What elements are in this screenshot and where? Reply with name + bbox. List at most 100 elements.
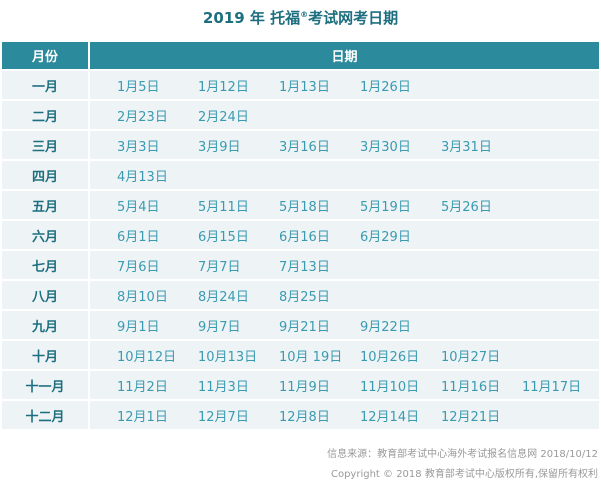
table-row: 五月 5月4日 5月11日 5月18日 5月19日 5月26日 bbox=[2, 191, 599, 219]
month-cell: 九月 bbox=[2, 311, 90, 339]
dates-cell: 3月3日 3月9日 3月16日 3月30日 3月31日 bbox=[90, 131, 599, 159]
exam-date: 7月7日 bbox=[198, 259, 241, 275]
exam-date: 11月2日 bbox=[117, 379, 168, 395]
month-cell: 七月 bbox=[2, 251, 90, 279]
dates-cell: 12月1日 12月7日 12月8日 12月14日 12月21日 bbox=[90, 401, 599, 429]
exam-date: 3月16日 bbox=[279, 139, 330, 155]
exam-date: 10月 19日 bbox=[279, 349, 343, 365]
month-cell: 五月 bbox=[2, 191, 90, 219]
month-cell: 十月 bbox=[2, 341, 90, 369]
table-header-row: 月份 日期 bbox=[2, 42, 599, 69]
exam-date: 10月27日 bbox=[441, 349, 501, 365]
exam-date: 4月13日 bbox=[117, 169, 168, 185]
exam-date: 1月12日 bbox=[198, 79, 249, 95]
title-main: 2019 年 托福 bbox=[202, 9, 301, 27]
dates-cell: 11月2日 11月3日 11月9日 11月10日 11月16日 11月17日 bbox=[90, 371, 599, 399]
date-list: 11月2日 11月3日 11月9日 11月10日 11月16日 11月17日 bbox=[90, 376, 599, 395]
month-cell: 十二月 bbox=[2, 401, 90, 429]
exam-date: 3月3日 bbox=[117, 139, 160, 155]
exam-date: 9月21日 bbox=[279, 319, 330, 335]
exam-date: 11月3日 bbox=[198, 379, 249, 395]
page-title: 2019 年 托福®考试网考日期 bbox=[0, 7, 601, 28]
dates-cell: 2月23日 2月24日 bbox=[90, 101, 599, 129]
table-row: 七月 7月6日 7月7日 7月13日 bbox=[2, 251, 599, 279]
exam-date: 5月26日 bbox=[441, 199, 492, 215]
table-row: 六月 6月1日 6月15日 6月16日 6月29日 bbox=[2, 221, 599, 249]
exam-date: 11月10日 bbox=[360, 379, 420, 395]
exam-date: 5月11日 bbox=[198, 199, 249, 215]
exam-date: 10月12日 bbox=[117, 349, 177, 365]
table-row: 十月 10月12日 10月13日 10月 19日 10月26日 10月27日 bbox=[2, 341, 599, 369]
exam-date: 2月24日 bbox=[198, 109, 249, 125]
month-cell: 一月 bbox=[2, 71, 90, 99]
table-row: 八月 8月10日 8月24日 8月25日 bbox=[2, 281, 599, 309]
date-list: 12月1日 12月7日 12月8日 12月14日 12月21日 bbox=[90, 406, 599, 425]
exam-date: 7月6日 bbox=[117, 259, 160, 275]
dates-cell: 10月12日 10月13日 10月 19日 10月26日 10月27日 bbox=[90, 341, 599, 369]
exam-date: 2月23日 bbox=[117, 109, 168, 125]
exam-date: 5月19日 bbox=[360, 199, 411, 215]
exam-date: 3月30日 bbox=[360, 139, 411, 155]
table-row: 四月 4月13日 bbox=[2, 161, 599, 189]
date-list: 10月12日 10月13日 10月 19日 10月26日 10月27日 bbox=[90, 346, 599, 365]
exam-date-table: 月份 日期 一月 1月5日 1月12日 1月13日 1月26日二月 2月23日 2月24日三… bbox=[2, 40, 599, 431]
exam-date: 5月18日 bbox=[279, 199, 330, 215]
exam-date: 6月15日 bbox=[198, 229, 249, 245]
exam-date: 6月1日 bbox=[117, 229, 160, 245]
date-list: 3月3日 3月9日 3月16日 3月30日 3月31日 bbox=[90, 136, 599, 155]
table-row: 九月 9月1日 9月7日 9月21日 9月22日 bbox=[2, 311, 599, 339]
dates-cell: 8月10日 8月24日 8月25日 bbox=[90, 281, 599, 309]
date-list: 5月4日 5月11日 5月18日 5月19日 5月26日 bbox=[90, 196, 599, 215]
table-row: 三月 3月3日 3月9日 3月16日 3月30日 3月31日 bbox=[2, 131, 599, 159]
source-note: 信息来源：教育部考试中心海外考试报名信息网 2018/10/12 bbox=[327, 449, 598, 460]
dates-cell: 1月5日 1月12日 1月13日 1月26日 bbox=[90, 71, 599, 99]
table-row: 一月 1月5日 1月12日 1月13日 1月26日 bbox=[2, 71, 599, 99]
exam-date: 12月1日 bbox=[117, 409, 168, 425]
dates-cell: 5月4日 5月11日 5月18日 5月19日 5月26日 bbox=[90, 191, 599, 219]
exam-date: 8月24日 bbox=[198, 289, 249, 305]
dates-cell: 7月6日 7月7日 7月13日 bbox=[90, 251, 599, 279]
exam-date: 8月10日 bbox=[117, 289, 168, 305]
date-list: 9月1日 9月7日 9月21日 9月22日 bbox=[90, 316, 599, 335]
registered-mark: ® bbox=[300, 10, 309, 19]
exam-date: 8月25日 bbox=[279, 289, 330, 305]
exam-date: 12月21日 bbox=[441, 409, 501, 425]
exam-date: 9月1日 bbox=[117, 319, 160, 335]
dates-column-header: 日期 bbox=[90, 42, 599, 69]
exam-date: 1月26日 bbox=[360, 79, 411, 95]
exam-date: 1月13日 bbox=[279, 79, 330, 95]
date-list: 1月5日 1月12日 1月13日 1月26日 bbox=[90, 76, 599, 95]
exam-date: 9月7日 bbox=[198, 319, 241, 335]
month-cell: 六月 bbox=[2, 221, 90, 249]
exam-date: 7月13日 bbox=[279, 259, 330, 275]
table-row: 二月 2月23日 2月24日 bbox=[2, 101, 599, 129]
month-cell: 四月 bbox=[2, 161, 90, 189]
month-cell: 十一月 bbox=[2, 371, 90, 399]
date-list: 8月10日 8月24日 8月25日 bbox=[90, 286, 599, 305]
date-list: 4月13日 bbox=[90, 166, 599, 185]
month-column-header: 月份 bbox=[2, 42, 90, 69]
exam-date: 3月9日 bbox=[198, 139, 241, 155]
date-list: 2月23日 2月24日 bbox=[90, 106, 599, 125]
exam-date: 3月31日 bbox=[441, 139, 492, 155]
table-body: 一月 1月5日 1月12日 1月13日 1月26日 二月 2月23日 2月24日 三月 3月3日 3… bbox=[2, 71, 599, 429]
exam-date: 12月7日 bbox=[198, 409, 249, 425]
exam-date: 11月17日 bbox=[522, 379, 582, 395]
dates-cell: 9月1日 9月7日 9月21日 9月22日 bbox=[90, 311, 599, 339]
exam-date: 1月5日 bbox=[117, 79, 160, 95]
table-row: 十一月 11月2日 11月3日 11月9日 11月10日 11月16日 11月17日 bbox=[2, 371, 599, 399]
month-cell: 八月 bbox=[2, 281, 90, 309]
date-list: 7月6日 7月7日 7月13日 bbox=[90, 256, 599, 275]
exam-date: 6月29日 bbox=[360, 229, 411, 245]
exam-date: 12月14日 bbox=[360, 409, 420, 425]
exam-date: 6月16日 bbox=[279, 229, 330, 245]
exam-date: 10月13日 bbox=[198, 349, 258, 365]
dates-cell: 6月1日 6月15日 6月16日 6月29日 bbox=[90, 221, 599, 249]
month-cell: 二月 bbox=[2, 101, 90, 129]
date-list: 6月1日 6月15日 6月16日 6月29日 bbox=[90, 226, 599, 245]
exam-date: 9月22日 bbox=[360, 319, 411, 335]
dates-cell: 4月13日 bbox=[90, 161, 599, 189]
month-cell: 三月 bbox=[2, 131, 90, 159]
exam-date: 11月16日 bbox=[441, 379, 501, 395]
exam-date: 11月9日 bbox=[279, 379, 330, 395]
